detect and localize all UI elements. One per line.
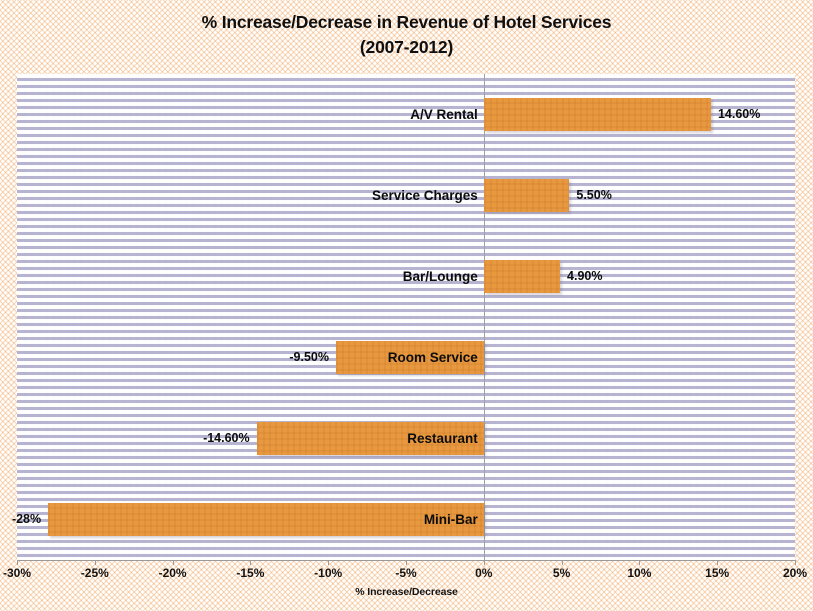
x-tick-label: 0% (475, 566, 493, 580)
bar (48, 503, 484, 536)
plot-area (17, 74, 795, 560)
x-tick-label: 10% (627, 566, 652, 580)
chart-title: % Increase/Decrease in Revenue of Hotel … (201, 12, 612, 57)
value-label: -9.50% (289, 350, 329, 364)
category-label: Service Charges (372, 188, 478, 203)
x-tick-mark (795, 560, 796, 565)
x-tick-label: 15% (705, 566, 730, 580)
x-tick-label: -20% (158, 566, 187, 580)
x-tick-mark (717, 560, 719, 565)
x-tick-mark (483, 560, 485, 565)
category-label: A/V Rental (410, 107, 478, 122)
value-label: -28% (11, 512, 42, 526)
x-axis-title: % Increase/Decrease (355, 586, 458, 598)
value-label: 14.60% (717, 107, 761, 121)
x-tick-mark (406, 560, 407, 565)
category-label: Bar/Lounge (402, 269, 478, 284)
x-tick-label: -25% (80, 566, 109, 580)
x-tick-mark (17, 560, 18, 565)
zero-axis-line (483, 74, 485, 560)
bar (483, 179, 570, 212)
category-label: Mini-Bar (423, 512, 478, 527)
category-label: Restaurant (407, 431, 478, 446)
x-tick-mark (250, 560, 252, 565)
value-label: -14.60% (203, 431, 250, 445)
value-label: 4.90% (567, 269, 603, 283)
x-tick-mark (328, 560, 330, 565)
x-tick-mark (172, 560, 174, 565)
bar (335, 341, 484, 374)
bar (256, 422, 484, 455)
x-tick-label: -15% (236, 566, 265, 580)
bar (483, 98, 711, 131)
x-tick-mark (561, 560, 563, 565)
category-label: Room Service (387, 350, 478, 365)
bar (483, 260, 561, 293)
x-tick-label: -5% (395, 566, 417, 580)
x-tick-label: 20% (782, 566, 808, 580)
x-tick-mark (94, 560, 96, 565)
x-tick-label: -30% (2, 566, 32, 580)
x-tick-mark (639, 560, 641, 565)
plot-background-texture (17, 74, 795, 560)
x-tick-label: -10% (314, 566, 343, 580)
value-label: 5.50% (576, 188, 612, 202)
x-tick-label: 5% (552, 566, 571, 580)
